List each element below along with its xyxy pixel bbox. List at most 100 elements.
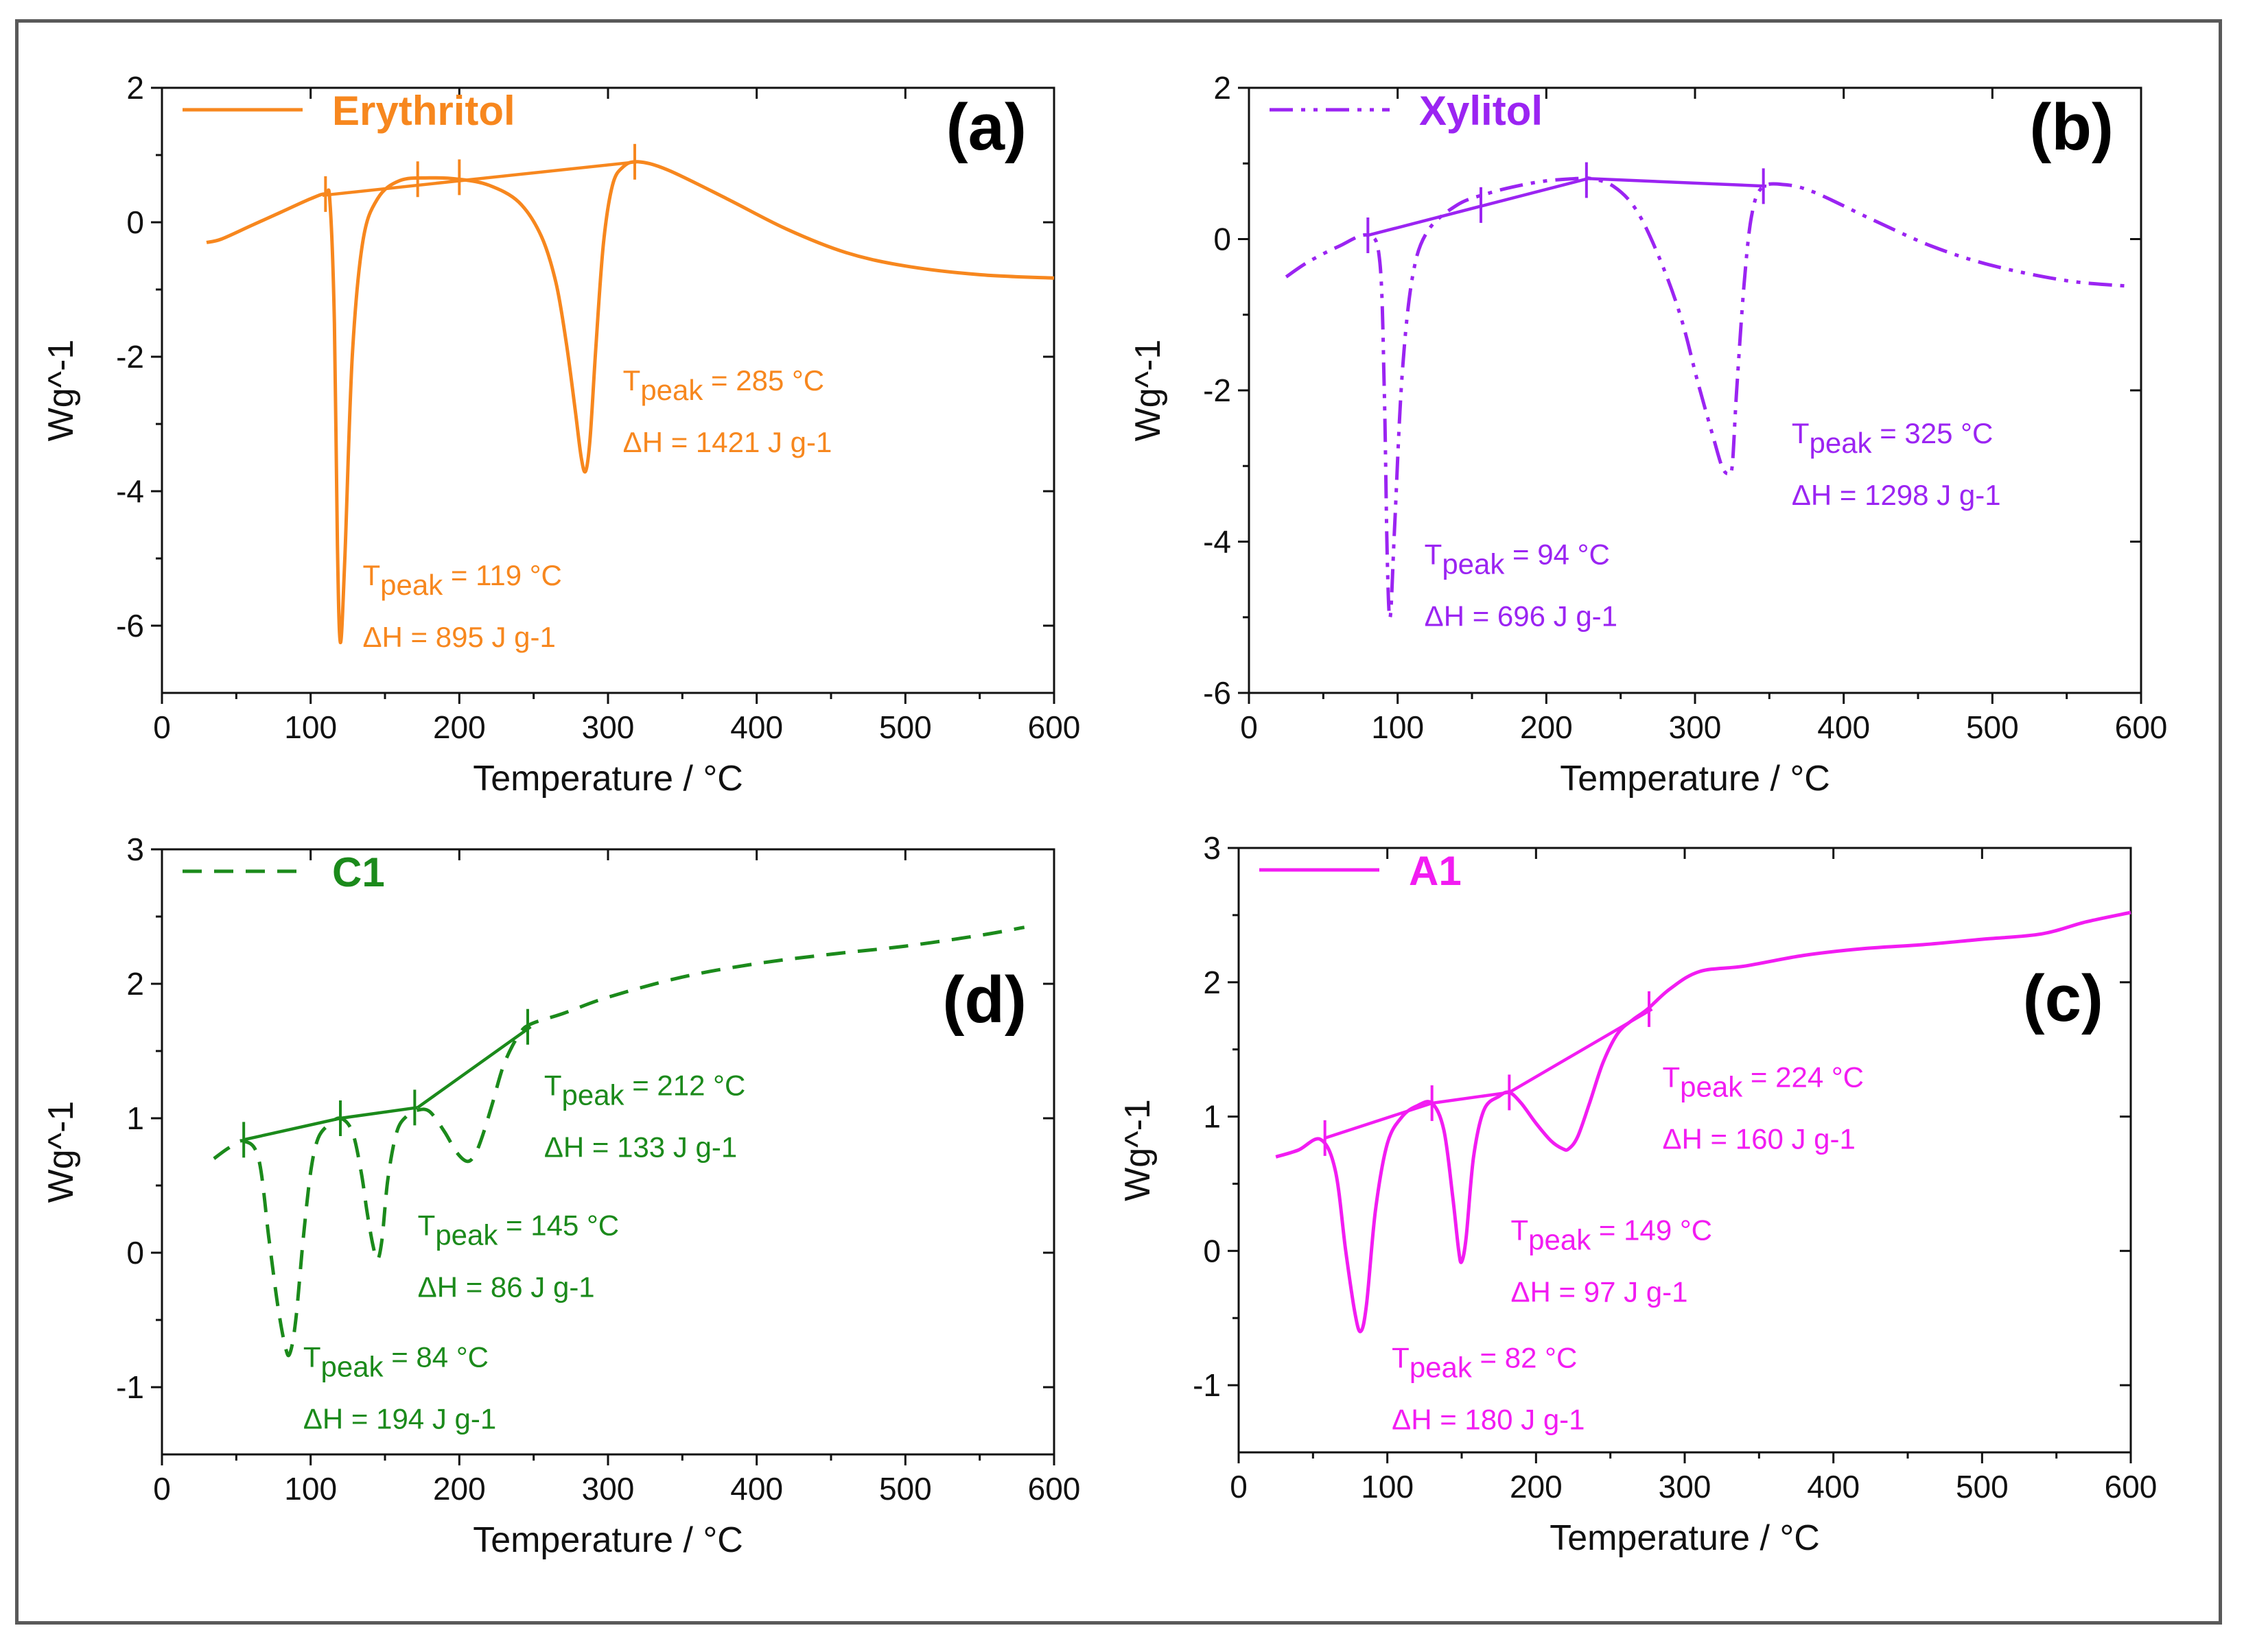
x-tick-label: 400 — [1807, 1469, 1860, 1504]
y-tick-label: 3 — [1203, 830, 1221, 866]
y-tick-label: 0 — [126, 204, 144, 240]
baseline-line — [322, 160, 638, 198]
peak-temperature-label: Tpeak = 325 °C — [1792, 417, 1993, 459]
baseline-line — [1367, 177, 1589, 237]
peak-temperature-label: Tpeak = 84 °C — [303, 1341, 489, 1383]
x-tick-label: 400 — [730, 1471, 783, 1507]
baseline-line — [1324, 1101, 1433, 1140]
y-tick-label: 1 — [1203, 1099, 1221, 1135]
y-tick-label: -2 — [116, 339, 144, 375]
figure-frame — [15, 19, 2222, 1625]
x-tick-label: 500 — [1966, 709, 2019, 745]
panel-label: (c) — [2023, 962, 2103, 1035]
x-tick-label: 200 — [433, 1471, 486, 1507]
y-axis-title: Wg^-1 — [1128, 340, 1168, 442]
chart-panel-3: 0 100 200 300 400 500 600 -1 0 1 2 3 Temperature / °… — [41, 831, 1080, 1560]
panel-label: (b) — [2029, 91, 2114, 164]
x-axis-title: Temperature / °C — [473, 759, 743, 799]
baseline-line — [1587, 177, 1767, 188]
x-axis-title: Temperature / °C — [473, 1520, 743, 1560]
legend-label: C1 — [332, 849, 385, 895]
x-tick-label: 300 — [1659, 1469, 1711, 1504]
x-tick-label: 200 — [1510, 1469, 1563, 1504]
y-tick-label: -2 — [1203, 373, 1231, 408]
y-tick-label: 2 — [1213, 70, 1231, 106]
peak-temperature-label: Tpeak = 119 °C — [363, 559, 562, 601]
x-tick-label: 200 — [1520, 709, 1573, 745]
y-axis-title: Wg^-1 — [41, 340, 81, 442]
x-tick-label: 600 — [2115, 709, 2168, 745]
x-tick-label: 600 — [1028, 709, 1081, 745]
x-tick-label: 0 — [1240, 709, 1258, 745]
peak-temperature-label: Tpeak = 212 °C — [544, 1070, 745, 1111]
panel-label: (d) — [942, 963, 1027, 1037]
x-tick-label: 300 — [582, 709, 635, 745]
x-tick-label: 100 — [1371, 709, 1424, 745]
panel-label: (a) — [946, 91, 1027, 164]
enthalpy-label: ΔH = 180 J g-1 — [1392, 1404, 1585, 1436]
y-tick-label: -1 — [1193, 1367, 1221, 1403]
x-tick-label: 500 — [1956, 1469, 2009, 1504]
enthalpy-label: ΔH = 97 J g-1 — [1511, 1276, 1688, 1308]
peak-temperature-label: Tpeak = 94 °C — [1425, 539, 1610, 580]
series-line-a1 — [1275, 910, 2131, 1334]
x-tick-label: 500 — [879, 709, 932, 745]
x-axis-title: Temperature / °C — [1560, 759, 1830, 799]
x-tick-label: 0 — [1230, 1469, 1248, 1504]
x-axis-title: Temperature / °C — [1550, 1518, 1820, 1558]
baseline-line — [340, 1106, 418, 1120]
x-tick-label: 0 — [153, 709, 171, 745]
y-tick-label: -4 — [1203, 524, 1231, 560]
y-tick-label: 1 — [126, 1100, 144, 1136]
y-axis-title: Wg^-1 — [41, 1101, 81, 1203]
y-tick-label: 0 — [1203, 1233, 1221, 1268]
y-tick-label: -6 — [1203, 675, 1231, 711]
baseline-line — [243, 1116, 341, 1142]
enthalpy-label: ΔH = 696 J g-1 — [1425, 600, 1617, 633]
enthalpy-label: ΔH = 1298 J g-1 — [1792, 479, 2001, 511]
peak-temperature-label: Tpeak = 145 °C — [418, 1210, 619, 1251]
series-line-xylitol — [1285, 176, 2127, 620]
y-tick-label: -4 — [116, 473, 144, 509]
enthalpy-label: ΔH = 160 J g-1 — [1663, 1122, 1856, 1155]
x-tick-label: 0 — [153, 1471, 171, 1507]
enthalpy-label: ΔH = 895 J g-1 — [363, 621, 556, 653]
x-tick-label: 100 — [1361, 1469, 1414, 1504]
y-axis-title: Wg^-1 — [1118, 1099, 1158, 1201]
y-tick-label: 3 — [126, 831, 144, 867]
x-tick-label: 300 — [1669, 709, 1722, 745]
x-tick-label: 400 — [1817, 709, 1870, 745]
baseline-line — [1431, 1091, 1510, 1105]
peak-temperature-label: Tpeak = 149 °C — [1511, 1214, 1712, 1256]
plot-frame — [161, 86, 1055, 694]
x-tick-label: 600 — [2105, 1469, 2158, 1504]
enthalpy-label: ΔH = 1421 J g-1 — [623, 426, 832, 458]
y-tick-label: -6 — [116, 608, 144, 644]
y-tick-label: 0 — [126, 1235, 144, 1271]
y-tick-label: 2 — [126, 966, 144, 1002]
chart-panel-2: 0 100 200 300 400 500 600 -6 -4 -2 0 2 Temperature /… — [1128, 70, 2167, 799]
peak-temperature-label: Tpeak = 82 °C — [1392, 1342, 1577, 1384]
x-tick-label: 100 — [284, 709, 337, 745]
peak-temperature-label: Tpeak = 224 °C — [1663, 1061, 1864, 1102]
x-tick-label: 300 — [582, 1471, 635, 1507]
y-tick-label: 2 — [1203, 965, 1221, 1000]
enthalpy-label: ΔH = 86 J g-1 — [418, 1271, 595, 1303]
y-tick-label: 2 — [126, 70, 144, 106]
x-tick-label: 500 — [879, 1471, 932, 1507]
plot-frame — [1248, 86, 2142, 694]
x-tick-label: 100 — [284, 1471, 337, 1507]
y-tick-label: -1 — [116, 1369, 144, 1405]
legend-label: A1 — [1409, 848, 1462, 894]
baseline-line — [417, 1025, 532, 1109]
chart-panel-4: 0 100 200 300 400 500 600 -1 0 1 2 3 Temperature / °… — [1118, 830, 2157, 1558]
series-line-erythritol — [206, 160, 1055, 645]
chart-panel-1: 0 100 200 300 400 500 600 -6 -4 -2 0 2 Temperature /… — [41, 70, 1080, 799]
legend-label: Xylitol — [1419, 88, 1543, 134]
series-line-c1 — [213, 925, 1025, 1358]
legend-label: Erythritol — [332, 88, 515, 134]
enthalpy-label: ΔH = 194 J g-1 — [303, 1403, 496, 1435]
x-tick-label: 600 — [1028, 1471, 1081, 1507]
peak-temperature-label: Tpeak = 285 °C — [623, 364, 824, 406]
